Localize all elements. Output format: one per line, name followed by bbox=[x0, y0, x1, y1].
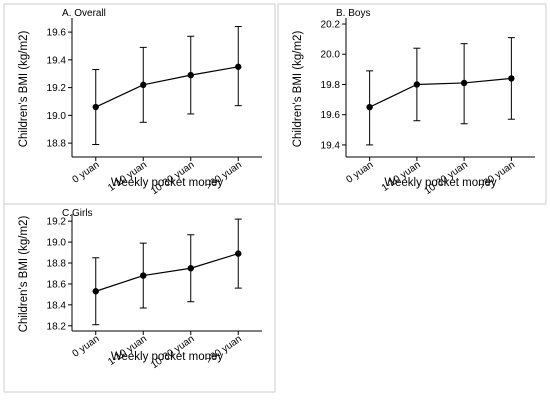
y-tick-label: 20.0 bbox=[321, 50, 341, 61]
y-tick-label: 19.0 bbox=[47, 238, 67, 249]
x-axis-label: Weekly pocket money bbox=[111, 351, 224, 363]
y-tick-label: 19.8 bbox=[321, 80, 341, 91]
y-tick-label: 18.4 bbox=[47, 300, 67, 311]
y-tick-label: 19.2 bbox=[47, 217, 67, 228]
y-tick-label: 19.2 bbox=[47, 83, 67, 94]
data-point bbox=[508, 75, 515, 82]
panel-title: C.Girls bbox=[62, 208, 93, 219]
data-point bbox=[140, 81, 147, 89]
panel-frame bbox=[3, 3, 276, 205]
y-tick-label: 19.4 bbox=[47, 55, 67, 66]
panel-title: A. Overall bbox=[62, 8, 106, 19]
data-point bbox=[140, 272, 147, 279]
y-tick-label: 18.8 bbox=[47, 259, 67, 270]
y-tick-label: 19.6 bbox=[47, 28, 67, 39]
y-axis-label: Children's BMI (kg/m2) bbox=[18, 31, 30, 148]
data-point bbox=[235, 63, 242, 70]
data-point bbox=[413, 81, 421, 88]
data-point bbox=[187, 71, 194, 79]
data-point bbox=[235, 250, 242, 257]
y-axis-label: Children's BMI (kg/m2) bbox=[292, 31, 304, 148]
series-line bbox=[95, 66, 239, 108]
y-tick-label: 19.0 bbox=[47, 111, 67, 122]
panel-title: B. Boys bbox=[336, 8, 370, 19]
data-point bbox=[92, 288, 99, 295]
x-axis-label: Weekly pocket money bbox=[111, 177, 224, 189]
y-tick-label: 20.2 bbox=[321, 20, 341, 31]
x-axis-label: Weekly pocket money bbox=[384, 177, 497, 189]
series-line bbox=[95, 253, 239, 292]
data-point bbox=[187, 265, 194, 272]
y-tick-label: 19.6 bbox=[321, 110, 341, 121]
y-tick-label: 18.6 bbox=[47, 279, 67, 290]
y-tick-label: 19.4 bbox=[321, 140, 341, 151]
y-axis-label: Children's BMI (kg/m2) bbox=[18, 216, 30, 333]
data-point bbox=[366, 103, 373, 111]
data-point bbox=[460, 79, 468, 87]
panel-frame bbox=[277, 3, 547, 205]
panel-frame bbox=[3, 203, 276, 393]
series-line bbox=[369, 77, 512, 108]
y-tick-label: 18.8 bbox=[47, 139, 67, 150]
y-tick-label: 18.2 bbox=[47, 321, 67, 332]
data-point bbox=[92, 103, 99, 111]
